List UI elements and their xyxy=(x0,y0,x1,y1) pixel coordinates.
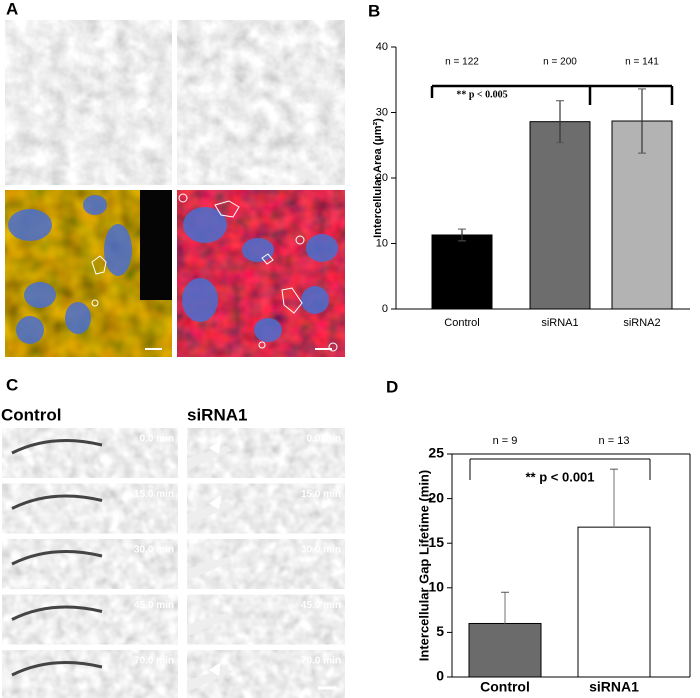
time-label: 45.0 min xyxy=(134,600,174,611)
time-label: 15.0 min xyxy=(134,489,174,500)
y-tick-label: 10 xyxy=(376,237,388,249)
dic-image xyxy=(2,483,178,534)
n-label: n = 122 xyxy=(445,57,479,68)
y-tick-label: 5 xyxy=(436,623,444,639)
gap xyxy=(187,612,232,637)
time-label: 30.0 min xyxy=(134,545,174,556)
y-tick-label: 0 xyxy=(436,668,444,684)
y-tick-label: 30 xyxy=(376,106,388,118)
panel-label: C xyxy=(6,375,18,394)
time-label: 70.0 min xyxy=(301,656,341,667)
bar xyxy=(577,526,651,678)
dic-image xyxy=(2,539,178,589)
nuclei xyxy=(8,195,132,344)
y-tick-label: 40 xyxy=(376,41,388,53)
bar xyxy=(529,121,591,310)
bar xyxy=(468,622,542,678)
dic-image xyxy=(2,650,178,698)
cell-edge xyxy=(11,494,103,510)
dic-image xyxy=(2,594,178,645)
time-label: 0.0 min xyxy=(140,434,174,445)
dic-image xyxy=(2,428,178,478)
time-label: 30.0 min xyxy=(301,545,341,556)
y-tick-label: 25 xyxy=(428,445,444,461)
gap xyxy=(187,668,232,692)
x-tick-label: siRNA1 xyxy=(589,679,639,695)
cell-edge xyxy=(11,605,103,621)
n-label: n = 141 xyxy=(625,57,659,68)
gap-outlines xyxy=(91,193,338,352)
time-lapse: 0.0 min 15.0 min 30.0 min 45.0 min 70.0 min 0… xyxy=(2,428,345,698)
gap xyxy=(187,557,232,581)
background xyxy=(140,190,172,300)
time-label: 15.0 min xyxy=(301,489,341,500)
panel-label: A xyxy=(6,0,18,18)
panel-label: D xyxy=(386,377,398,396)
time-label: 70.0 min xyxy=(134,656,174,667)
y-axis-label: Intercellular Gap Lifetime (min) xyxy=(416,470,431,661)
column-label: Control xyxy=(1,405,61,424)
column-label: siRNA1 xyxy=(187,405,247,424)
significance: ** p < 0.001 xyxy=(525,469,594,484)
n-label: n = 200 xyxy=(543,57,577,68)
nuclei xyxy=(182,207,338,342)
time-label: 45.0 min xyxy=(301,600,341,611)
cell-edge xyxy=(11,550,103,566)
y-tick-label: 0 xyxy=(382,303,388,315)
phase-image xyxy=(5,20,172,185)
arrowhead xyxy=(209,662,221,676)
gap xyxy=(187,501,232,526)
significance: ** p < 0.005 xyxy=(456,89,507,100)
y-tick-label: 20 xyxy=(428,489,444,505)
x-tick-label: siRNA2 xyxy=(623,317,660,329)
x-tick-label: Control xyxy=(444,317,479,329)
panel-label: B xyxy=(368,1,380,20)
y-tick-label: 10 xyxy=(428,579,444,595)
arrowhead xyxy=(209,495,221,510)
cell-edge xyxy=(11,661,103,677)
x-tick-label: Control xyxy=(480,679,530,695)
x-tick-label: siRNA1 xyxy=(541,317,578,329)
n-label: n = 13 xyxy=(599,435,630,447)
y-tick-label: 20 xyxy=(376,172,388,184)
arrowhead xyxy=(209,440,221,454)
n-label: n = 9 xyxy=(493,435,518,447)
y-axis-label: Intercellular Area (µm²) xyxy=(372,118,384,238)
y-tick-label: 15 xyxy=(428,534,444,550)
time-label: 0.0 min xyxy=(307,434,341,445)
phase-image xyxy=(177,20,345,185)
bar xyxy=(431,234,493,310)
gap xyxy=(187,446,232,470)
cell-edge xyxy=(11,439,103,455)
